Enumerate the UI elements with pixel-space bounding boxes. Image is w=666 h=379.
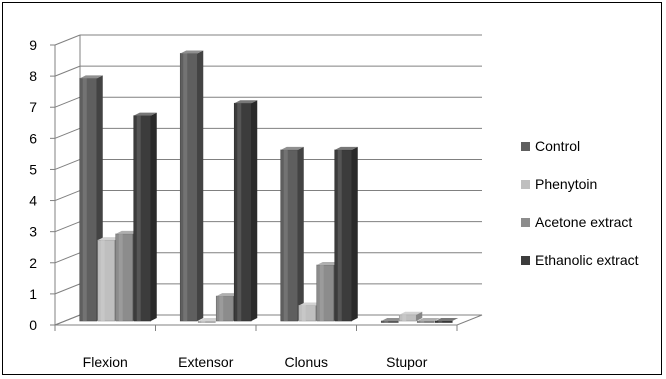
bar-front (381, 321, 398, 323)
legend-swatch (521, 218, 530, 227)
y-tick-label: 0 (29, 317, 37, 333)
bar-highlight (219, 296, 223, 321)
bar-highlight (338, 150, 342, 321)
side-gridline (55, 284, 80, 294)
bar-highlight (438, 321, 442, 323)
bar-highlight (302, 305, 306, 321)
bar (234, 100, 257, 321)
bar-front (98, 240, 115, 321)
x-category-label: Clonus (284, 354, 328, 370)
bar-highlight (119, 234, 123, 321)
side-gridline (55, 222, 80, 232)
bar-side (151, 113, 157, 321)
y-tick-label: 7 (29, 99, 37, 115)
bar-side (251, 100, 257, 321)
bar-highlight (237, 103, 241, 321)
y-tick-label: 8 (29, 68, 37, 84)
bars (80, 50, 459, 322)
bar-highlight (420, 321, 424, 323)
bar-front (335, 150, 352, 321)
legend: Control Phenytoin Acetone extract Ethanolic… (521, 138, 639, 268)
bar (399, 312, 422, 321)
bar-front (80, 78, 97, 321)
bar-front (216, 296, 233, 321)
y-tick-label: 2 (29, 255, 37, 271)
bar (134, 113, 157, 321)
side-gridline (55, 97, 80, 107)
bar-highlight (402, 315, 406, 321)
bar-highlight (83, 78, 87, 321)
side-gridline (55, 253, 80, 263)
y-tick-label: 9 (29, 37, 37, 53)
bar-side (298, 147, 304, 321)
legend-label: Control (535, 138, 580, 154)
y-tick-label: 5 (29, 161, 37, 177)
legend-swatch (521, 180, 530, 189)
legend-item: Ethanolic extract (521, 252, 639, 268)
side-gridline (55, 159, 80, 169)
y-axis-ticks: 0 1 2 3 4 5 6 7 8 9 (29, 37, 37, 333)
bar (335, 147, 358, 321)
y-tick-label: 3 (29, 224, 37, 240)
bar-front (399, 315, 416, 321)
x-axis-categories: Flexion Extensor Clonus Stupor (83, 354, 428, 370)
legend-item: Control (521, 138, 580, 154)
bar-front (116, 234, 133, 321)
y-tick-label: 4 (29, 193, 37, 209)
bar-front (299, 305, 316, 321)
x-category-label: Flexion (83, 354, 128, 370)
side-gridline (55, 66, 80, 76)
legend-item: Acetone extract (521, 214, 632, 230)
x-category-label: Stupor (386, 354, 428, 370)
bar-front (435, 321, 452, 323)
side-gridline (55, 35, 80, 45)
bar-front (281, 150, 298, 321)
legend-label: Acetone extract (535, 214, 632, 230)
bar-highlight (201, 321, 205, 323)
bar-front (234, 103, 251, 321)
legend-label: Phenytoin (535, 176, 597, 192)
legend-label: Ethanolic extract (535, 252, 639, 268)
bar-front (180, 53, 197, 321)
bar-front (134, 116, 151, 321)
bar-highlight (183, 53, 187, 321)
bar (180, 50, 203, 321)
y-tick-label: 1 (29, 286, 37, 302)
legend-swatch (521, 256, 530, 265)
bar-highlight (284, 150, 288, 321)
bar-highlight (137, 116, 141, 321)
bar-side (352, 147, 358, 321)
legend-item: Phenytoin (521, 176, 597, 192)
x-category-label: Extensor (178, 354, 234, 370)
bar-front (198, 321, 215, 323)
legend-swatch (521, 142, 530, 151)
bar-side (197, 50, 203, 321)
bar (281, 147, 304, 321)
bar-highlight (101, 240, 105, 321)
bar-front (317, 265, 334, 321)
side-gridline (55, 191, 80, 201)
bar-highlight (320, 265, 324, 321)
bar-highlight (384, 321, 388, 323)
y-tick-label: 6 (29, 130, 37, 146)
bar-front (417, 321, 434, 323)
side-gridline (55, 128, 80, 138)
